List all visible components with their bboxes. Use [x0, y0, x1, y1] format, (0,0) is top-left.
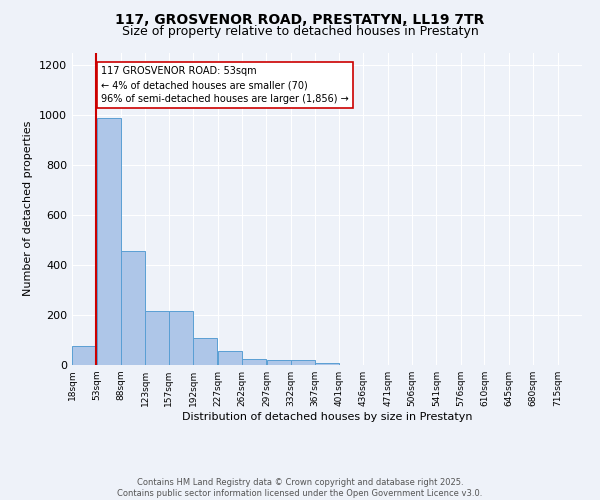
Bar — [193, 338, 217, 365]
Bar — [97, 118, 121, 365]
Bar — [72, 346, 96, 365]
Text: Contains HM Land Registry data © Crown copyright and database right 2025.
Contai: Contains HM Land Registry data © Crown c… — [118, 478, 482, 498]
Y-axis label: Number of detached properties: Number of detached properties — [23, 121, 34, 296]
Bar — [291, 360, 315, 365]
Text: 117, GROSVENOR ROAD, PRESTATYN, LL19 7TR: 117, GROSVENOR ROAD, PRESTATYN, LL19 7TR — [115, 12, 485, 26]
Bar — [266, 360, 290, 365]
Bar — [316, 362, 340, 365]
Bar — [169, 311, 193, 365]
Text: Size of property relative to detached houses in Prestatyn: Size of property relative to detached ho… — [122, 25, 478, 38]
Text: 117 GROSVENOR ROAD: 53sqm
← 4% of detached houses are smaller (70)
96% of semi-d: 117 GROSVENOR ROAD: 53sqm ← 4% of detach… — [101, 66, 349, 104]
Bar — [218, 351, 242, 365]
Bar — [242, 359, 266, 365]
Bar — [145, 311, 169, 365]
X-axis label: Distribution of detached houses by size in Prestatyn: Distribution of detached houses by size … — [182, 412, 472, 422]
Bar — [121, 251, 145, 365]
